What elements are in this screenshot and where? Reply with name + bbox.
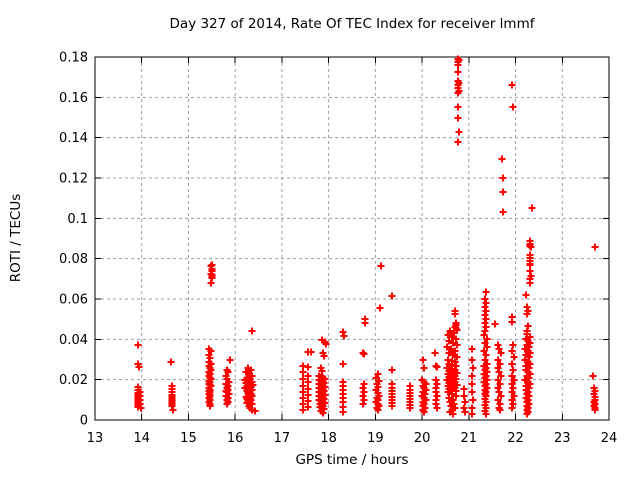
svg-text:20: 20	[414, 431, 431, 446]
svg-text:13: 13	[87, 431, 104, 446]
tick-marks	[94, 56, 610, 421]
grid-lines	[95, 57, 609, 420]
svg-text:0.04: 0.04	[59, 333, 88, 348]
x-tick-labels: 13 14 15 16 17 18 19 20 21 22 23 24	[87, 431, 618, 446]
svg-text:15: 15	[180, 431, 197, 446]
svg-text:0.06: 0.06	[59, 293, 88, 308]
svg-text:24: 24	[601, 431, 618, 446]
svg-text:0.1: 0.1	[67, 212, 88, 227]
svg-text:22: 22	[507, 431, 524, 446]
y-tick-labels: 0 0.02 0.04 0.06 0.08 0.1 0.12 0.14 0.16 0.18	[59, 51, 88, 429]
svg-text:14: 14	[133, 431, 150, 446]
svg-text:0.16: 0.16	[59, 91, 88, 106]
chart-title: Day 327 of 2014, Rate Of TEC Index for r…	[169, 16, 535, 32]
svg-text:0.18: 0.18	[59, 51, 88, 66]
svg-text:0.14: 0.14	[59, 131, 88, 146]
svg-text:18: 18	[320, 431, 337, 446]
data-points	[134, 55, 599, 418]
svg-text:0.02: 0.02	[59, 373, 88, 388]
svg-text:16: 16	[227, 431, 244, 446]
svg-text:23: 23	[554, 431, 571, 446]
x-axis-label: GPS time / hours	[295, 452, 409, 468]
svg-text:0.12: 0.12	[59, 172, 88, 187]
svg-text:17: 17	[274, 431, 291, 446]
svg-text:0: 0	[80, 414, 88, 429]
plot-border	[94, 56, 610, 421]
svg-text:21: 21	[461, 431, 478, 446]
svg-text:19: 19	[367, 431, 384, 446]
svg-text:0.08: 0.08	[59, 252, 88, 267]
